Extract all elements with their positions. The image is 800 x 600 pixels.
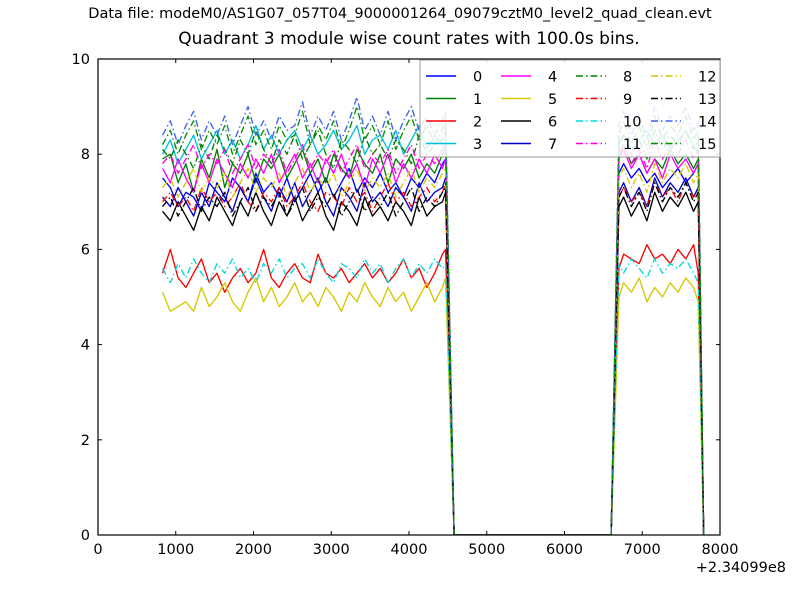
x-tick-label: 3000 bbox=[313, 542, 350, 558]
legend-label-8: 8 bbox=[623, 70, 632, 86]
y-tick-label: 0 bbox=[81, 528, 90, 544]
x-tick-label: 1000 bbox=[157, 542, 194, 558]
legend-box bbox=[419, 59, 721, 158]
series-line-12 bbox=[162, 163, 705, 535]
legend-label-2: 2 bbox=[473, 115, 482, 131]
y-tick-label: 4 bbox=[81, 338, 90, 354]
x-tick-label: 4000 bbox=[391, 542, 428, 558]
series-line-4 bbox=[161, 148, 705, 535]
legend-label-5: 5 bbox=[548, 92, 557, 108]
y-tick-label: 6 bbox=[81, 242, 90, 258]
series-line-2 bbox=[161, 243, 705, 535]
x-tick-label: 5000 bbox=[468, 542, 505, 558]
y-tick-label: 2 bbox=[81, 433, 90, 449]
legend-label-11: 11 bbox=[623, 137, 641, 153]
series-line-15 bbox=[161, 105, 705, 535]
series-line-13 bbox=[162, 182, 705, 535]
legend-label-0: 0 bbox=[473, 70, 482, 86]
series-line-0 bbox=[162, 158, 705, 535]
legend-label-15: 15 bbox=[698, 137, 716, 153]
series-line-9 bbox=[162, 182, 705, 535]
series-line-14 bbox=[161, 96, 705, 535]
axes-spines bbox=[97, 58, 721, 536]
x-tick-label: 7000 bbox=[624, 542, 661, 558]
chart-title: Quadrant 3 module wise count rates with … bbox=[178, 29, 640, 49]
y-tick-label: 10 bbox=[72, 52, 90, 68]
legend-label-14: 14 bbox=[698, 115, 716, 131]
series-line-10 bbox=[161, 258, 705, 535]
x-tick-label: 0 bbox=[93, 542, 102, 558]
legend-label-12: 12 bbox=[698, 70, 716, 86]
legend-label-6: 6 bbox=[548, 115, 557, 131]
legend-label-13: 13 bbox=[698, 92, 716, 108]
legend-label-4: 4 bbox=[548, 70, 557, 86]
series-line-6 bbox=[162, 191, 705, 535]
legend-label-7: 7 bbox=[548, 137, 557, 153]
x-tick-label: 8000 bbox=[702, 542, 739, 558]
x-axis-offset-text: +2.34099e8 bbox=[695, 560, 786, 576]
x-tick-label: 2000 bbox=[235, 542, 272, 558]
legend-label-9: 9 bbox=[623, 92, 632, 108]
legend-label-10: 10 bbox=[623, 115, 641, 131]
legend-label-3: 3 bbox=[473, 137, 482, 153]
series-line-11 bbox=[162, 139, 705, 535]
series-line-5 bbox=[161, 277, 705, 535]
x-tick-label: 6000 bbox=[546, 542, 583, 558]
data-file-label: Data file: modeM0/AS1G07_057T04_90000012… bbox=[88, 6, 712, 22]
y-tick-label: 8 bbox=[81, 147, 90, 163]
legend-label-1: 1 bbox=[473, 92, 482, 108]
